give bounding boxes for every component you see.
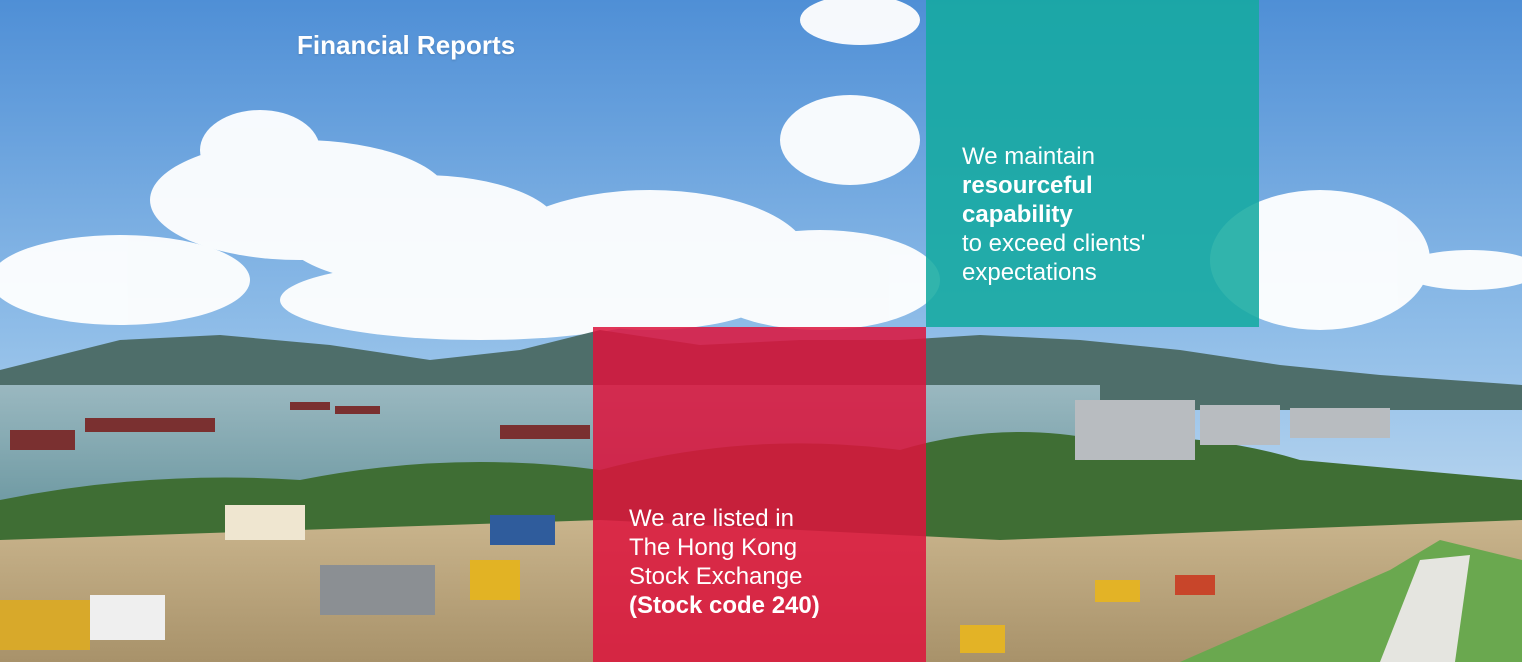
- teal-panel-text: We maintain resourceful capability to ex…: [962, 142, 1242, 287]
- red-info-panel: We are listed in The Hong Kong Stock Exc…: [593, 327, 926, 662]
- teal-bold-1: resourceful: [962, 172, 1093, 199]
- teal-line-1: We maintain: [962, 143, 1095, 170]
- red-line-2: The Hong Kong: [629, 534, 798, 561]
- teal-line-3: expectations: [962, 259, 1097, 286]
- red-line-3: Stock Exchange: [629, 563, 803, 590]
- teal-line-2: to exceed clients': [962, 230, 1146, 257]
- page-title: Financial Reports: [297, 30, 516, 60]
- red-panel-text: We are listed in The Hong Kong Stock Exc…: [629, 504, 919, 620]
- red-line-1: We are listed in: [629, 505, 794, 532]
- stock-code-label: (Stock code 240): [629, 592, 820, 619]
- teal-info-panel: We maintain resourceful capability to ex…: [926, 0, 1259, 327]
- teal-bold-2: capability: [962, 201, 1073, 228]
